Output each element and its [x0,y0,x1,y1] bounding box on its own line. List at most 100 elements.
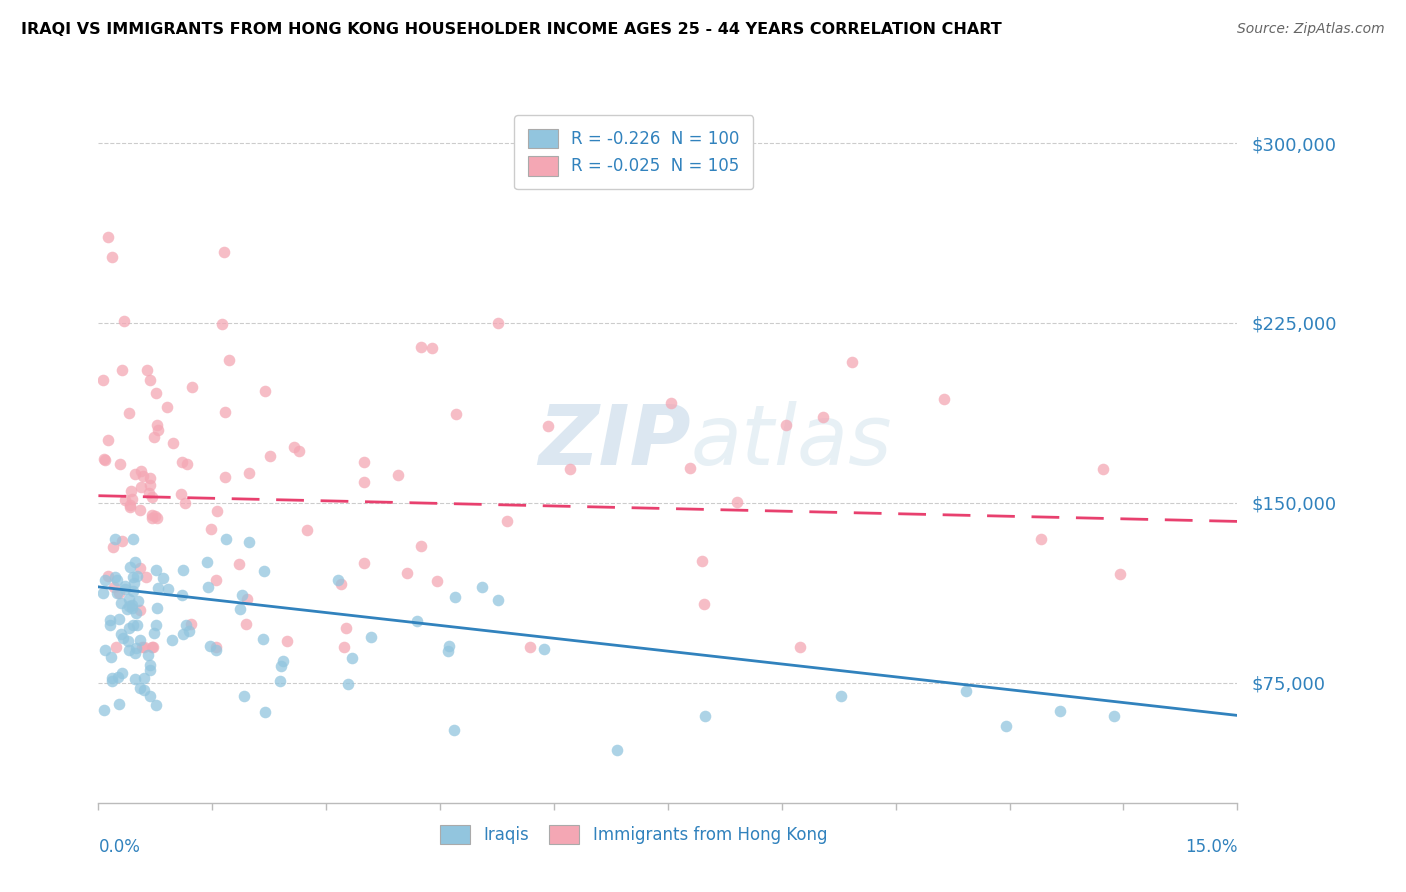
Point [337,677,360,691]
Point [177,624,200,639]
Point [200,522,222,536]
Text: ZIP: ZIP [538,401,690,482]
Point [141,508,163,523]
Point [121,491,143,506]
Text: Source: ZipAtlas.com: Source: ZipAtlas.com [1237,22,1385,37]
Point [139,471,162,485]
Point [197,580,219,594]
Point [205,574,228,588]
Point [205,642,228,657]
Point [813,410,835,425]
Point [228,558,250,572]
Point [91,373,114,387]
Point [214,470,236,484]
Point [775,417,797,432]
Point [125,641,148,656]
Point [205,504,228,518]
Point [138,689,160,703]
Point [138,373,160,387]
Point [142,640,165,654]
Point [121,570,143,584]
Point [111,632,134,646]
Point [238,535,260,549]
Point [693,709,716,723]
Point [214,405,236,419]
Point [533,642,555,657]
Point [141,491,163,505]
Point [124,607,146,621]
Point [118,406,141,420]
Point [180,379,202,393]
Point [146,511,169,525]
Point [118,642,141,657]
Point [143,626,166,640]
Point [93,643,115,657]
Point [152,571,174,585]
Point [212,245,235,260]
Point [132,469,155,483]
Point [360,631,382,645]
Point [679,461,702,475]
Point [174,495,197,509]
Text: IRAQI VS IMMIGRANTS FROM HONG KONG HOUSEHOLDER INCOME AGES 25 - 44 YEARS CORRELA: IRAQI VS IMMIGRANTS FROM HONG KONG HOUSE… [21,22,1002,37]
Point [94,453,117,467]
Point [108,698,131,712]
Point [138,486,160,500]
Point [146,423,169,437]
Point [139,658,162,673]
Point [114,579,136,593]
Point [176,458,198,472]
Point [104,570,127,584]
Point [108,458,131,472]
Point [111,363,134,377]
Point [129,561,152,575]
Point [108,612,131,626]
Point [110,627,132,641]
Point [236,591,259,606]
Point [270,659,292,673]
Point [115,602,138,616]
Point [205,640,228,654]
Point [170,588,193,602]
Point [238,467,260,481]
Point [254,384,277,398]
Point [659,396,682,410]
Point [353,455,375,469]
Point [283,441,305,455]
Point [118,592,141,607]
Point [471,580,494,594]
Point [180,617,202,632]
Point [129,632,152,647]
Point [121,601,143,615]
Point [98,618,121,632]
Point [690,554,713,568]
Point [297,524,319,538]
Point [606,743,628,757]
Point [117,634,139,648]
Point [132,682,155,697]
Point [108,586,131,600]
Point [118,499,141,513]
Point [1049,704,1071,718]
Point [124,672,146,686]
Point [215,532,238,546]
Point [103,540,125,554]
Point [254,705,277,719]
Point [124,646,146,660]
Text: 0.0%: 0.0% [98,838,141,855]
Point [94,573,117,587]
Point [111,665,134,680]
Point [145,386,167,401]
Point [141,511,163,525]
Point [125,617,148,632]
Point [139,663,162,677]
Point [1029,533,1052,547]
Point [841,354,863,368]
Point [141,640,163,654]
Point [122,584,145,599]
Point [558,462,581,476]
Point [97,230,120,244]
Point [100,650,122,665]
Point [409,539,432,553]
Point [104,532,127,546]
